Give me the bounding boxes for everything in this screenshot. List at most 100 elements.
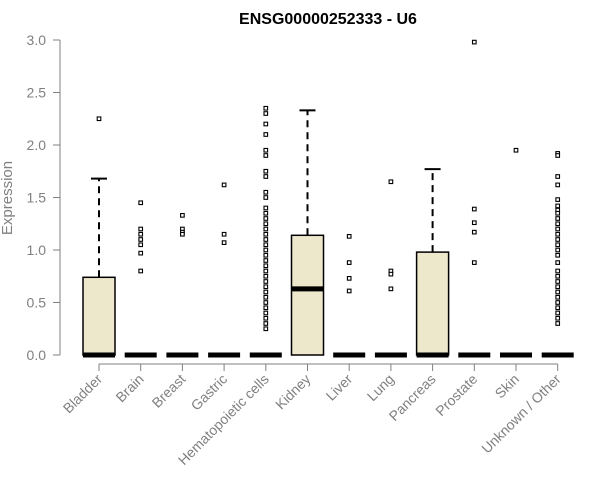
outlier-point xyxy=(471,206,477,212)
outlier-point xyxy=(513,147,519,153)
outlier-point xyxy=(555,182,561,188)
outlier-point xyxy=(555,273,561,279)
outlier-point xyxy=(263,315,269,321)
box-liver xyxy=(333,234,366,358)
outlier-point xyxy=(263,252,269,258)
outlier-point xyxy=(555,289,561,295)
outlier-point xyxy=(388,179,394,185)
outlier-point xyxy=(388,271,394,277)
box-skin xyxy=(500,147,532,358)
x-tick-label: Brain xyxy=(112,371,146,405)
outlier-point xyxy=(555,216,561,221)
outlier-point xyxy=(138,200,144,206)
plot-area xyxy=(82,39,574,358)
outlier-point xyxy=(263,284,269,290)
outlier-point xyxy=(263,273,269,279)
box-pancreas xyxy=(415,168,450,358)
y-axis: 0.0 0.5 1.0 1.5 2.0 2.5 3.0 xyxy=(27,32,61,363)
outlier-point xyxy=(555,226,561,232)
outlier-point xyxy=(263,294,269,300)
outlier-point xyxy=(555,221,561,227)
outlier-point xyxy=(388,286,394,292)
outlier-point xyxy=(263,195,269,200)
box-kidney xyxy=(290,109,325,356)
outlier-point xyxy=(263,279,269,284)
outlier-point xyxy=(263,105,269,111)
x-tick-label: Lung xyxy=(364,371,397,404)
x-tick-label: Bladder xyxy=(60,371,106,417)
outlier-point xyxy=(555,294,561,300)
outlier-point xyxy=(555,203,561,209)
outlier-point xyxy=(555,174,561,179)
outlier-point xyxy=(471,39,477,45)
outlier-point xyxy=(555,268,561,274)
outlier-point xyxy=(221,182,227,188)
outlier-point xyxy=(263,310,269,316)
box-body xyxy=(82,276,116,356)
outlier-point xyxy=(555,197,561,202)
outlier-point xyxy=(263,268,269,274)
outlier-point xyxy=(555,300,561,305)
x-tick-label: Unknown / Other xyxy=(478,371,564,457)
outlier-point xyxy=(555,231,561,237)
outlier-point xyxy=(138,226,144,232)
box-hematopoietic-cells xyxy=(249,105,282,358)
outlier-point xyxy=(555,252,561,258)
outlier-point xyxy=(263,289,269,295)
x-tick-label: Liver xyxy=(323,371,356,404)
outlier-point xyxy=(263,147,269,153)
outlier-point xyxy=(138,231,144,237)
box-body xyxy=(415,251,450,356)
outlier-point xyxy=(263,226,269,232)
y-tick-label: 3.0 xyxy=(27,32,47,48)
outlier-point xyxy=(263,321,269,326)
outlier-point xyxy=(263,247,269,253)
outlier-point xyxy=(555,153,561,158)
box-bladder xyxy=(82,116,116,358)
outlier-point xyxy=(263,153,269,158)
outlier-point xyxy=(263,300,269,305)
x-tick-label: Prostate xyxy=(432,371,480,419)
y-tick-label: 1.5 xyxy=(27,190,47,206)
y-tick-label: 0.5 xyxy=(27,295,47,311)
outlier-point xyxy=(263,258,269,263)
outlier-point xyxy=(555,242,561,248)
outlier-point xyxy=(138,250,144,256)
outlier-point xyxy=(555,315,561,321)
box-unknown-other xyxy=(541,151,574,358)
box-prostate xyxy=(458,39,491,358)
outlier-point xyxy=(138,268,144,274)
box-gastric xyxy=(208,182,241,358)
outlier-point xyxy=(138,242,144,248)
y-tick-label: 0.0 xyxy=(27,347,47,363)
x-tick-label: Skin xyxy=(492,371,523,402)
outlier-point xyxy=(471,229,477,235)
outlier-point xyxy=(263,189,269,195)
outlier-point xyxy=(471,260,477,265)
box-breast xyxy=(166,213,199,358)
x-tick-label: Breast xyxy=(149,371,189,411)
outlier-point xyxy=(346,260,352,265)
outlier-point xyxy=(555,279,561,284)
outlier-point xyxy=(263,231,269,237)
box-body xyxy=(290,234,325,356)
outlier-point xyxy=(96,116,102,122)
outlier-point xyxy=(555,237,561,242)
outlier-point xyxy=(221,240,227,246)
y-tick-label: 2.5 xyxy=(27,85,47,101)
outlier-point xyxy=(263,210,269,216)
chart-title: ENSG00000252333 - U6 xyxy=(239,11,417,28)
outlier-point xyxy=(555,284,561,290)
outlier-point xyxy=(263,121,269,127)
outlier-point xyxy=(555,260,561,265)
box-brain xyxy=(124,200,157,358)
outlier-point xyxy=(180,213,185,218)
outlier-point xyxy=(263,174,269,179)
y-tick-label: 1.0 xyxy=(27,242,47,258)
outlier-point xyxy=(263,263,269,269)
y-axis-label: Expression xyxy=(0,161,16,235)
outlier-point xyxy=(263,205,269,211)
outlier-point xyxy=(263,326,269,332)
